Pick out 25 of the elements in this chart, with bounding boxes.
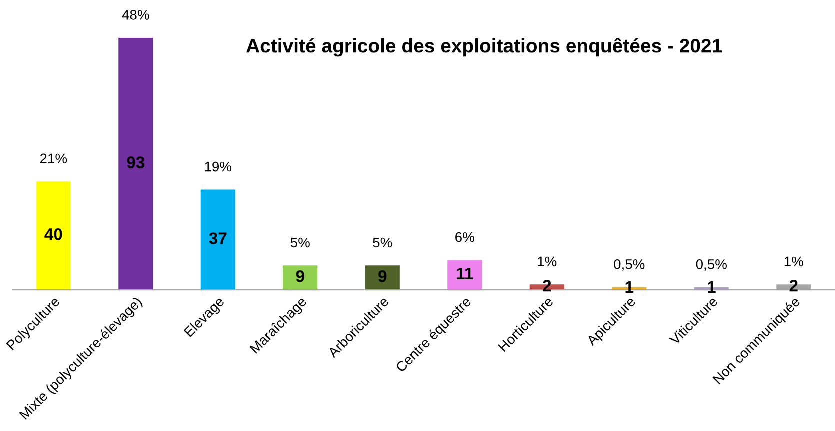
annotation: 1% (538, 256, 557, 267)
bar (118, 38, 154, 290)
bar (365, 266, 400, 290)
data-label: 40 (44, 228, 62, 240)
annotation: 0,5% (696, 259, 727, 271)
bar (36, 182, 71, 290)
annotation: 48% (122, 10, 150, 20)
chart-title: Activité agricole des exploitations enquêtées - 2021 (246, 38, 722, 57)
annotation: 5% (290, 238, 310, 248)
data-label: 2 (790, 280, 798, 292)
data-label: 93 (127, 156, 145, 168)
annotation: 5% (373, 238, 392, 248)
annotation: 19% (205, 162, 232, 172)
annotation: 0,5% (614, 259, 645, 271)
bar (200, 190, 236, 290)
data-label: 9 (296, 270, 304, 282)
data-label: 1 (708, 282, 716, 294)
data-label: 9 (378, 270, 387, 282)
annotation: 6% (456, 232, 474, 242)
data-label: 37 (209, 232, 227, 244)
annotation: 1% (784, 256, 804, 267)
data-label: 11 (457, 268, 474, 280)
bar (448, 260, 482, 290)
bar (283, 266, 318, 290)
annotation: 21% (40, 154, 68, 164)
